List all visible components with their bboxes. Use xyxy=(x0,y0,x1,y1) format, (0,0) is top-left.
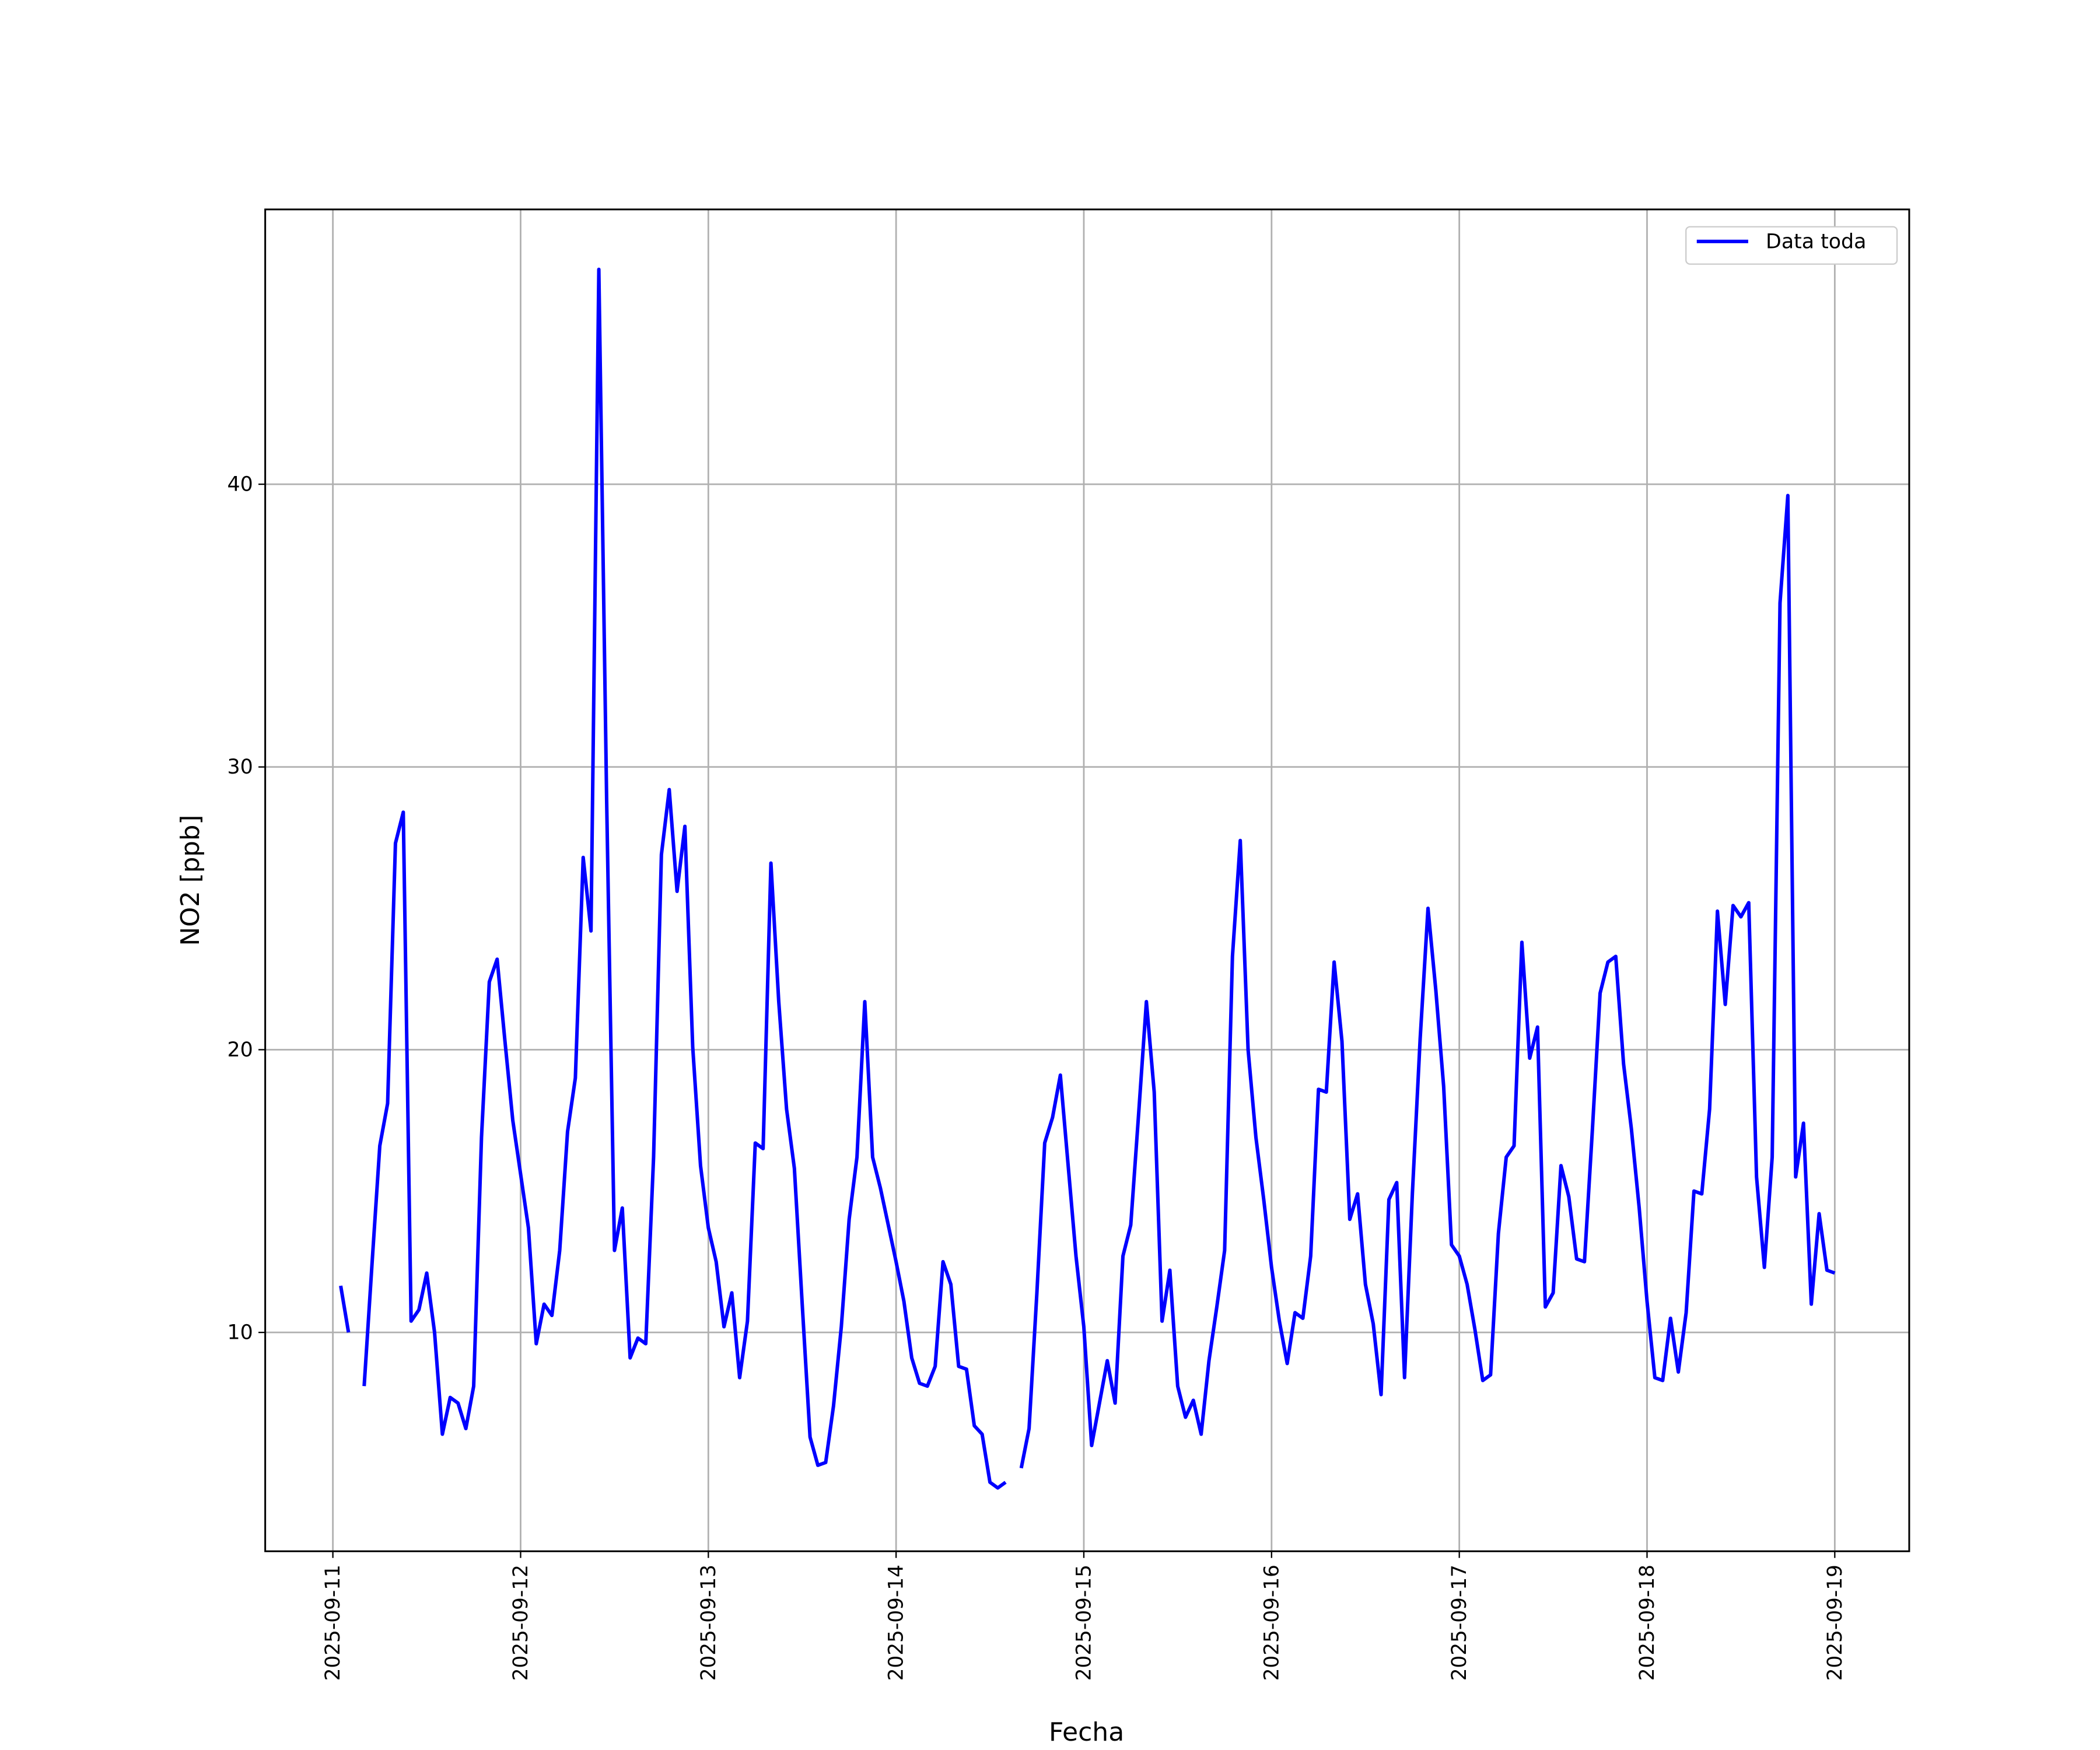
x-tick-label: 2025-09-12 xyxy=(509,1564,533,1681)
legend-label: Data toda xyxy=(1766,230,1866,254)
x-tick-label: 2025-09-17 xyxy=(1448,1564,1471,1681)
x-tick-label: 2025-09-16 xyxy=(1260,1564,1283,1681)
y-tick-label: 10 xyxy=(227,1321,253,1345)
x-axis-label: Fecha xyxy=(1049,1717,1124,1747)
plot-frame xyxy=(264,208,1910,1552)
y-tick-label: 30 xyxy=(227,755,253,779)
x-tick-label: 2025-09-13 xyxy=(697,1564,720,1681)
y-tick-label: 40 xyxy=(227,473,253,496)
x-tick-label: 2025-09-15 xyxy=(1072,1564,1096,1681)
data-line xyxy=(339,267,1836,1490)
legend-box xyxy=(1685,226,1898,265)
y-axis-label: NO2 [ppb] xyxy=(176,815,205,946)
x-tick-label: 2025-09-19 xyxy=(1824,1564,1847,1681)
x-tick-label: 2025-09-11 xyxy=(321,1564,345,1681)
y-tick-label: 20 xyxy=(227,1038,253,1062)
x-tick-label: 2025-09-18 xyxy=(1636,1564,1659,1681)
x-tick-label: 2025-09-14 xyxy=(885,1564,908,1681)
